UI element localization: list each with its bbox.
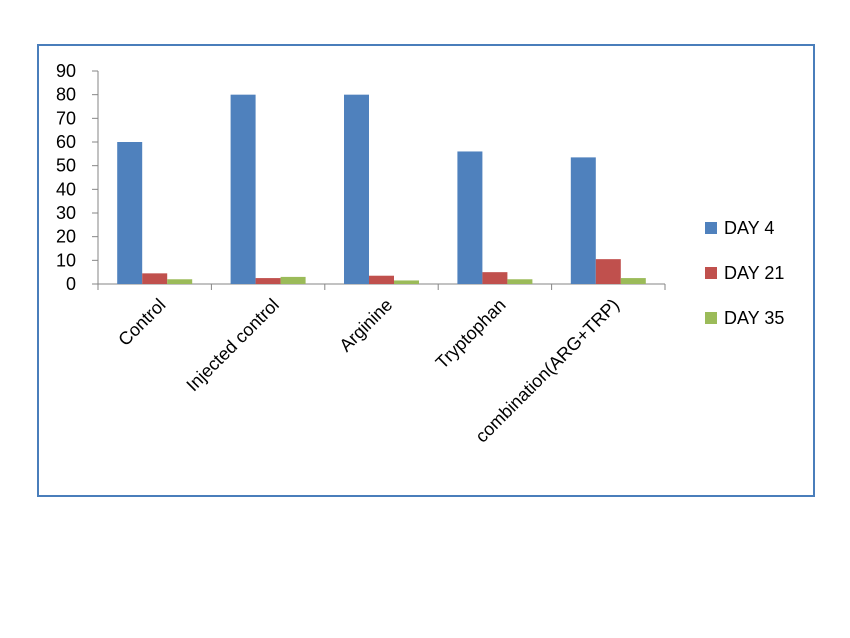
bar-day-35: [507, 279, 533, 284]
bar-day-21: [255, 278, 281, 284]
bar-day-4: [230, 94, 256, 285]
legend-swatch: [705, 222, 717, 234]
bar-day-21: [142, 273, 168, 284]
category-label: Arginine: [335, 295, 396, 356]
legend: DAY 4 DAY 21 DAY 35: [705, 218, 784, 328]
y-tick-label: 70: [56, 108, 76, 128]
bar-day-4: [457, 151, 483, 284]
chart-frame: [37, 44, 815, 497]
y-tick-label: 10: [56, 250, 76, 270]
y-tick-label: 80: [56, 85, 76, 105]
y-tick-label: 50: [56, 156, 76, 176]
category-labels: Control Injected control Arginine Tryptopha…: [114, 295, 623, 447]
x-axis: [97, 283, 666, 290]
y-axis: 0 10 20 30 40 50 60 70 80 90: [56, 61, 99, 294]
y-tick-label: 0: [66, 274, 76, 294]
legend-swatch: [705, 312, 717, 324]
legend-label: DAY 4: [724, 218, 774, 238]
bar-day-21: [482, 272, 508, 284]
bars: [117, 94, 646, 285]
bar-day-21: [595, 259, 621, 284]
bar-day-4: [570, 157, 596, 284]
bar-day-4: [117, 142, 143, 284]
category-label: Tryptophan: [432, 295, 510, 373]
bar-day-21: [369, 275, 394, 284]
legend-label: DAY 21: [724, 263, 784, 283]
y-tick-label: 60: [56, 132, 76, 152]
y-tick-label: 30: [56, 203, 76, 223]
bar-day-35: [394, 280, 419, 284]
y-tick-label: 40: [56, 179, 76, 199]
bar-day-35: [620, 278, 646, 284]
legend-swatch: [705, 267, 717, 279]
y-tick-label: 90: [56, 61, 76, 81]
bar-day-35: [167, 279, 193, 284]
bar-day-35: [280, 276, 306, 284]
y-tick-label: 20: [56, 227, 76, 247]
category-label: Injected control: [182, 295, 282, 395]
bar-day-4: [344, 94, 369, 285]
legend-label: DAY 35: [724, 308, 784, 328]
category-label: Control: [114, 295, 169, 350]
